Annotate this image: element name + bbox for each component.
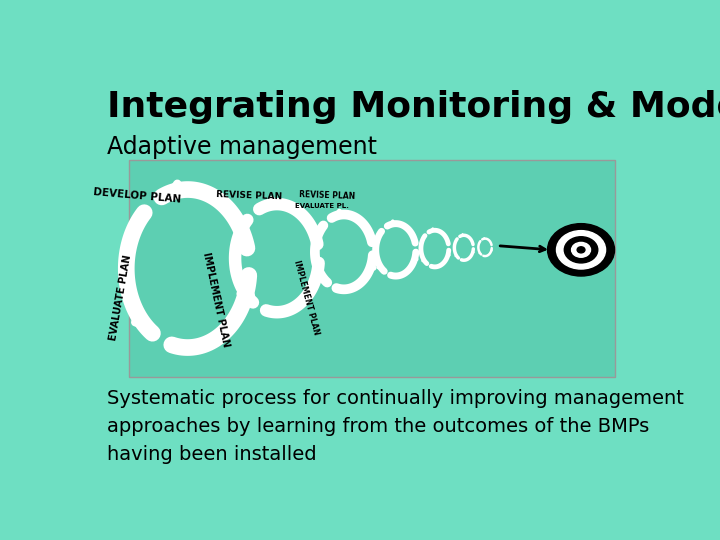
Text: DEVELOP PLAN: DEVELOP PLAN <box>93 187 181 205</box>
FancyBboxPatch shape <box>129 160 615 377</box>
Text: IMPLEMENT PLAN: IMPLEMENT PLAN <box>201 252 230 348</box>
Ellipse shape <box>572 242 590 257</box>
Text: Systematic process for continually improving management
approaches by learning f: Systematic process for continually impro… <box>107 389 683 464</box>
Ellipse shape <box>577 247 585 253</box>
Text: Integrating Monitoring & Modeling: Integrating Monitoring & Modeling <box>107 90 720 124</box>
Ellipse shape <box>564 237 598 263</box>
Ellipse shape <box>557 231 606 269</box>
Text: REVISE PLAN: REVISE PLAN <box>216 190 282 201</box>
Text: EVALUATE PL.: EVALUATE PL. <box>294 203 348 209</box>
Ellipse shape <box>547 224 615 276</box>
Text: REVISE PLAN: REVISE PLAN <box>299 190 356 201</box>
Text: Adaptive management: Adaptive management <box>107 136 377 159</box>
Text: EVALUATE PLAN: EVALUATE PLAN <box>108 254 133 341</box>
Text: IMPLEMENT PLAN: IMPLEMENT PLAN <box>292 259 321 336</box>
